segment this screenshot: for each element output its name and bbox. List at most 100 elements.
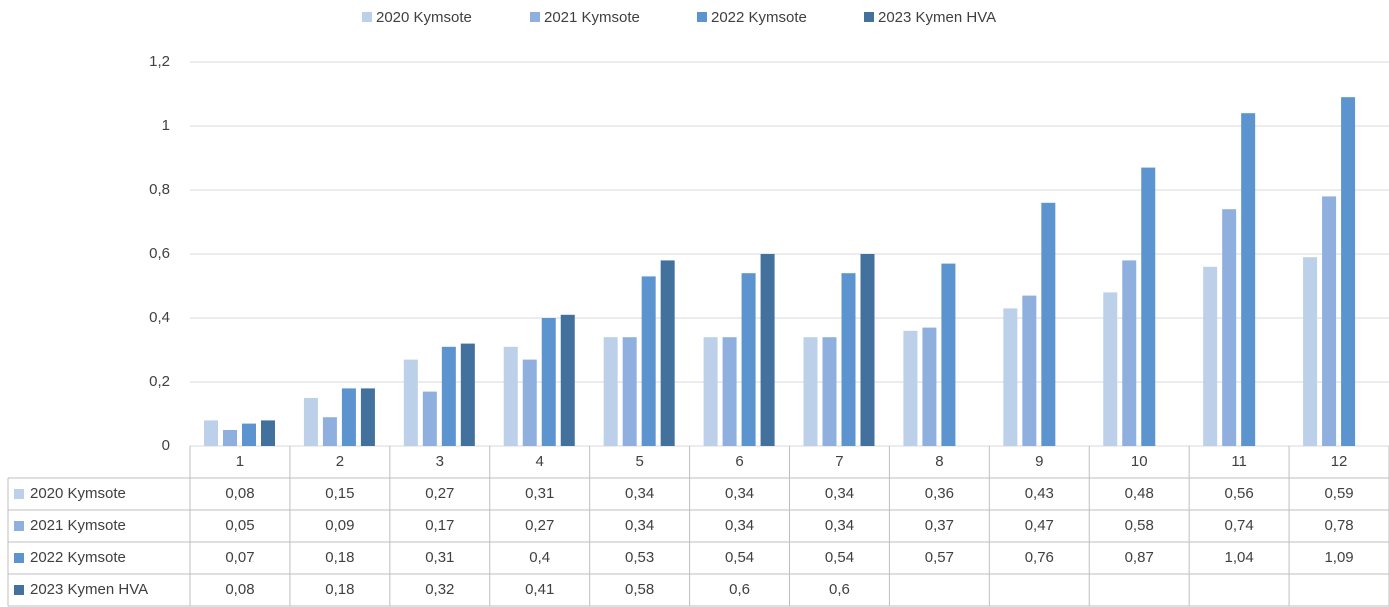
table-value: 1,04 <box>1225 549 1254 566</box>
y-tick-label: 0,2 <box>149 373 170 390</box>
table-series-name: 2023 Kymen HVA <box>30 581 148 598</box>
table-value: 0,43 <box>1025 485 1054 502</box>
table-value: 0,34 <box>725 485 754 502</box>
table-value: 0,34 <box>725 517 754 534</box>
bar <box>803 337 818 446</box>
y-tick-label: 0,8 <box>149 181 170 198</box>
bar <box>261 420 275 446</box>
bar <box>522 359 537 446</box>
table-value: 0,08 <box>225 581 254 598</box>
bar <box>1141 167 1156 446</box>
x-tick-label: 12 <box>1331 453 1348 470</box>
x-tick-label: 2 <box>336 453 344 470</box>
legend-swatch <box>697 12 707 22</box>
table-value: 0,48 <box>1125 485 1154 502</box>
table-swatch <box>14 489 24 499</box>
bar <box>204 420 218 446</box>
table-value: 0,31 <box>525 485 554 502</box>
legend-label: 2021 Kymsote <box>544 9 640 26</box>
bar <box>223 430 237 446</box>
bar <box>741 273 756 446</box>
bar <box>622 337 637 446</box>
table-value: 0,57 <box>925 549 954 566</box>
bar <box>660 260 675 446</box>
table-value: 0,58 <box>625 581 654 598</box>
legend-swatch <box>864 12 874 22</box>
bar <box>1303 257 1318 446</box>
table-value: 0,53 <box>625 549 654 566</box>
bar <box>822 337 837 446</box>
bar <box>841 273 856 446</box>
table-value: 0,47 <box>1025 517 1054 534</box>
table-value: 0,08 <box>225 485 254 502</box>
table-value: 0,74 <box>1225 517 1254 534</box>
bar <box>1222 209 1237 446</box>
legend-swatch <box>530 12 540 22</box>
table-value: 0,27 <box>525 517 554 534</box>
table-swatch <box>14 553 24 563</box>
bar <box>903 330 918 446</box>
bar <box>941 263 956 446</box>
table-value: 0,58 <box>1125 517 1154 534</box>
table-value: 0,05 <box>225 517 254 534</box>
table-value: 0,6 <box>729 581 750 598</box>
table-value: 0,78 <box>1324 517 1353 534</box>
table-value: 0,59 <box>1324 485 1353 502</box>
table-value: 0,07 <box>225 549 254 566</box>
bar <box>722 337 737 446</box>
y-tick-label: 1 <box>162 117 170 134</box>
table-value: 1,09 <box>1324 549 1353 566</box>
bar <box>760 254 775 446</box>
bar <box>1322 196 1337 446</box>
table-value: 0,54 <box>725 549 754 566</box>
table-value: 0,54 <box>825 549 854 566</box>
y-tick-label: 1,2 <box>149 53 170 70</box>
legend-label: 2022 Kymsote <box>711 9 807 26</box>
bar <box>1103 292 1118 446</box>
x-tick-label: 9 <box>1035 453 1043 470</box>
x-tick-label: 4 <box>536 453 544 470</box>
table-value: 0,87 <box>1125 549 1154 566</box>
bar <box>560 314 575 446</box>
x-tick-label: 3 <box>436 453 444 470</box>
table-value: 0,34 <box>625 517 654 534</box>
x-tick-label: 7 <box>835 453 843 470</box>
bar <box>860 254 875 446</box>
legend-swatch <box>362 12 372 22</box>
table-value: 0,36 <box>925 485 954 502</box>
table-value: 0,31 <box>425 549 454 566</box>
x-tick-label: 1 <box>236 453 244 470</box>
bar <box>703 337 718 446</box>
x-tick-label: 11 <box>1231 453 1247 470</box>
table-value: 0,4 <box>529 549 550 566</box>
y-tick-label: 0 <box>162 437 170 454</box>
bar <box>541 318 556 446</box>
table-value: 0,76 <box>1025 549 1054 566</box>
table-series-name: 2020 Kymsote <box>30 485 126 502</box>
x-tick-label: 6 <box>735 453 743 470</box>
table-value: 0,32 <box>425 581 454 598</box>
bar <box>922 327 937 446</box>
bar <box>322 417 337 446</box>
x-tick-label: 5 <box>635 453 643 470</box>
bar <box>341 388 356 446</box>
table-series-name: 2021 Kymsote <box>30 517 126 534</box>
bar <box>503 346 518 446</box>
bar <box>441 346 456 446</box>
bar <box>1003 308 1018 446</box>
table-value: 0,34 <box>825 517 854 534</box>
table-value: 0,34 <box>825 485 854 502</box>
bar <box>603 337 618 446</box>
bar <box>242 423 256 446</box>
table-value: 0,27 <box>425 485 454 502</box>
x-tick-label: 8 <box>935 453 943 470</box>
bar <box>360 388 375 446</box>
bar <box>1241 113 1256 446</box>
bar <box>422 391 437 446</box>
table-value: 0,56 <box>1225 485 1254 502</box>
table-value: 0,18 <box>325 581 354 598</box>
y-tick-label: 0,6 <box>149 245 170 262</box>
table-swatch <box>14 521 24 531</box>
